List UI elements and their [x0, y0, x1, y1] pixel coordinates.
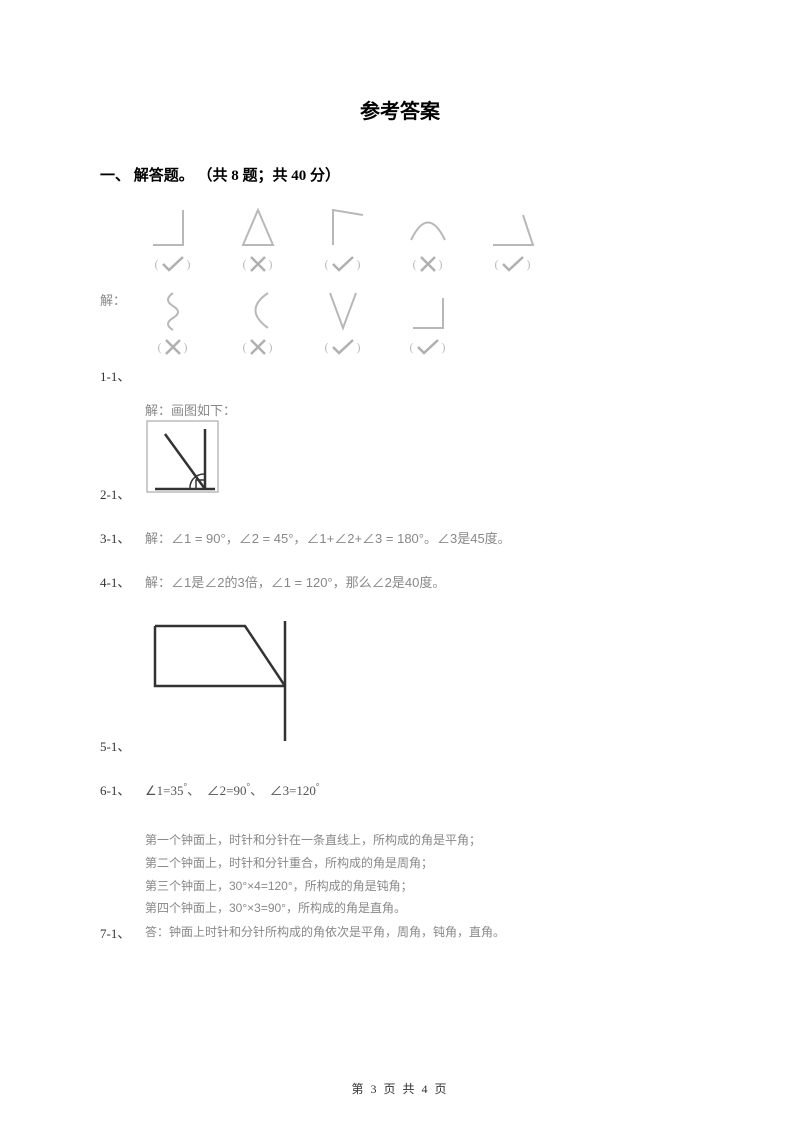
shape-right-angle: [400, 288, 455, 333]
q1-shapes-grid: () () () () (): [145, 200, 700, 356]
q5-shape-diagram: [145, 616, 305, 746]
q2-label: 2-1、: [100, 484, 145, 503]
question-2: 解：画图如下： 2-1、: [100, 400, 700, 503]
mark-cross: (): [145, 338, 200, 356]
q1-shape-row-1: [145, 200, 700, 250]
q7-line2: 第二个钟面上，时针和分针重合，所构成的角是周角；: [145, 852, 700, 875]
shape-angle-1: [145, 205, 200, 250]
q3-text: 解：∠1 = 90°，∠2 = 45°，∠1+∠2+∠3 = 180°。∠3是4…: [145, 528, 511, 547]
page-content: 参考答案 一、 解答题。 （共 8 题；共 40 分） 解：: [0, 0, 800, 982]
shape-v: [315, 288, 370, 333]
mark-cross: (): [230, 255, 285, 273]
q5-label: 5-1、: [100, 736, 145, 755]
mark-check: (): [400, 338, 455, 356]
mark-check: (): [145, 255, 200, 273]
page-title: 参考答案: [100, 95, 700, 124]
q1-solution-label: 解：: [100, 290, 126, 309]
question-7: 第一个钟面上，时针和分针在一条直线上，所构成的角是平角； 第二个钟面上，时针和分…: [100, 829, 700, 942]
q1-marks-row-2: () () () (): [145, 338, 700, 356]
q2-angle-diagram: [145, 419, 220, 494]
section-header: 一、 解答题。 （共 8 题；共 40 分）: [100, 164, 700, 185]
shape-triangle: [230, 205, 285, 250]
q1-marks-row-1: () () () () (): [145, 255, 700, 273]
q6-label: 6-1、: [100, 780, 145, 799]
question-3: 3-1、 解：∠1 = 90°，∠2 = 45°，∠1+∠2+∠3 = 180°…: [100, 528, 700, 547]
q7-content: 第一个钟面上，时针和分针在一条直线上，所构成的角是平角； 第二个钟面上，时针和分…: [145, 829, 700, 920]
shape-trapezoid: [485, 205, 540, 250]
q4-text: 解：∠1是∠2的3倍，∠1 = 120°，那么∠2是40度。: [145, 572, 445, 591]
shape-angle-2: [315, 205, 370, 250]
q4-label: 4-1、: [100, 572, 145, 591]
mark-check: (): [315, 255, 370, 273]
mark-cross: (): [400, 255, 455, 273]
question-1: 解： (): [100, 200, 700, 385]
question-6: 6-1、 ∠1=35°、 ∠2=90°、 ∠3=120°: [100, 780, 700, 799]
q7-line4: 第四个钟面上，30°×3=90°，所构成的角是直角。: [145, 897, 700, 920]
mark-cross: (): [230, 338, 285, 356]
shape-curve: [230, 288, 285, 333]
shape-arc: [400, 205, 455, 250]
q7-line3: 第三个钟面上，30°×4=120°，所构成的角是钝角；: [145, 875, 700, 898]
q1-label: 1-1、: [100, 366, 145, 385]
q2-text: 解：画图如下：: [145, 400, 700, 419]
q7-line5: 答：钟面上时针和分针所构成的角依次是平角，周角，钝角，直角。: [145, 923, 505, 940]
q7-label: 7-1、: [100, 923, 145, 942]
page-footer: 第 3 页 共 4 页: [0, 1080, 800, 1097]
mark-check: (): [485, 255, 540, 273]
mark-check: (): [315, 338, 370, 356]
question-5: 5-1、: [100, 616, 700, 755]
q7-line1: 第一个钟面上，时针和分针在一条直线上，所构成的角是平角；: [145, 829, 700, 852]
shape-wave: [145, 288, 200, 333]
q3-label: 3-1、: [100, 528, 145, 547]
question-4: 4-1、 解：∠1是∠2的3倍，∠1 = 120°，那么∠2是40度。: [100, 572, 700, 591]
q1-shape-row-2: [145, 283, 700, 333]
q6-text: ∠1=35°、 ∠2=90°、 ∠3=120°: [145, 780, 320, 799]
